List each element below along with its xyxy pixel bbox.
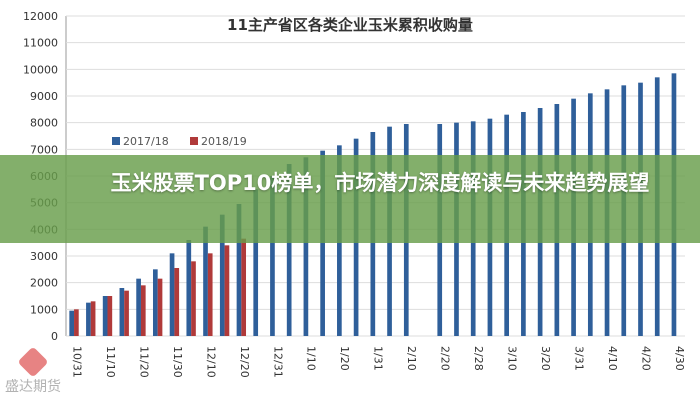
bar-2017-18 [303,157,309,336]
bar-2017-18 [219,214,225,336]
x-tick-label: 3/31 [572,346,585,371]
headline-text: 玉米股票TOP10榜单，市场潜力深度解读与未来趋势展望 [110,171,650,195]
x-tick-label: 2/20 [439,346,452,371]
bar-2017-18 [152,269,158,336]
y-tick-label: 12000 [23,10,58,23]
y-tick-label: 10000 [23,63,58,76]
headline-banner: 玉米股票TOP10榜单，市场潜力深度解读与未来趋势展望 [0,155,700,243]
legend-swatch [112,137,120,145]
x-tick-label: 3/20 [539,346,552,371]
bar-2018-19 [107,296,113,336]
x-tick-label: 3/10 [506,346,519,371]
x-tick-label: 1/31 [372,346,385,371]
bar-2018-19 [140,285,146,336]
x-tick-label: 2/28 [472,346,485,371]
chart-title: 11主产省区各类企业玉米累积收购量 [227,16,473,34]
x-tick-label: 4/30 [673,346,686,371]
bar-2017-18 [270,176,275,336]
bar-2017-18 [136,278,141,336]
bar-2018-19 [207,253,213,336]
y-tick-label: 2000 [30,277,58,290]
bar-2018-19 [124,290,129,336]
x-tick-label: 1/20 [338,346,351,371]
bar-2017-18 [203,226,208,336]
y-tick-label: 7000 [30,143,58,156]
logo-icon [17,346,49,378]
bar-2017-18 [253,189,259,336]
x-tick-label: 11/20 [137,346,150,378]
bar-2017-18 [169,253,175,336]
bar-2017-18 [69,310,75,336]
legend-label: 2017/18 [123,135,169,148]
legend-swatch [190,137,198,145]
y-tick-label: 1000 [30,303,58,316]
bar-2017-18 [320,150,325,336]
x-tick-label: 10/31 [71,346,84,378]
x-tick-label: 1/10 [305,346,318,371]
watermark-text: 盛达期货 [5,379,61,395]
x-tick-label: 4/20 [639,346,652,371]
bar-2017-18 [186,240,192,336]
y-tick-label: 9000 [30,90,58,103]
bar-2018-19 [191,261,196,336]
y-tick-label: 3000 [30,250,58,263]
x-tick-label: 12/20 [238,346,251,378]
y-tick-label: 0 [51,330,58,343]
watermark-logo: 盛达期货 [2,346,64,395]
x-tick-label: 11/30 [171,346,184,378]
x-tick-label: 2/10 [405,346,418,371]
bar-2017-18 [236,204,242,336]
x-tick-label: 12/10 [204,346,217,378]
bar-2018-19 [224,245,230,336]
x-tick-label: 12/31 [271,346,284,378]
x-tick-label: 11/10 [104,346,117,378]
bar-2018-19 [241,238,247,336]
bar-2017-18 [86,302,91,336]
y-tick-label: 11000 [23,37,58,50]
bar-2017-18 [286,164,292,336]
bar-2018-19 [74,309,79,336]
bar-2018-19 [174,268,180,336]
bar-2017-18 [102,296,108,336]
y-tick-label: 8000 [30,117,58,130]
legend-label: 2018/19 [201,135,247,148]
bar-2017-18 [119,288,125,336]
bar-2018-19 [90,301,96,336]
x-tick-label: 4/10 [606,346,619,371]
bar-2018-19 [157,278,163,336]
